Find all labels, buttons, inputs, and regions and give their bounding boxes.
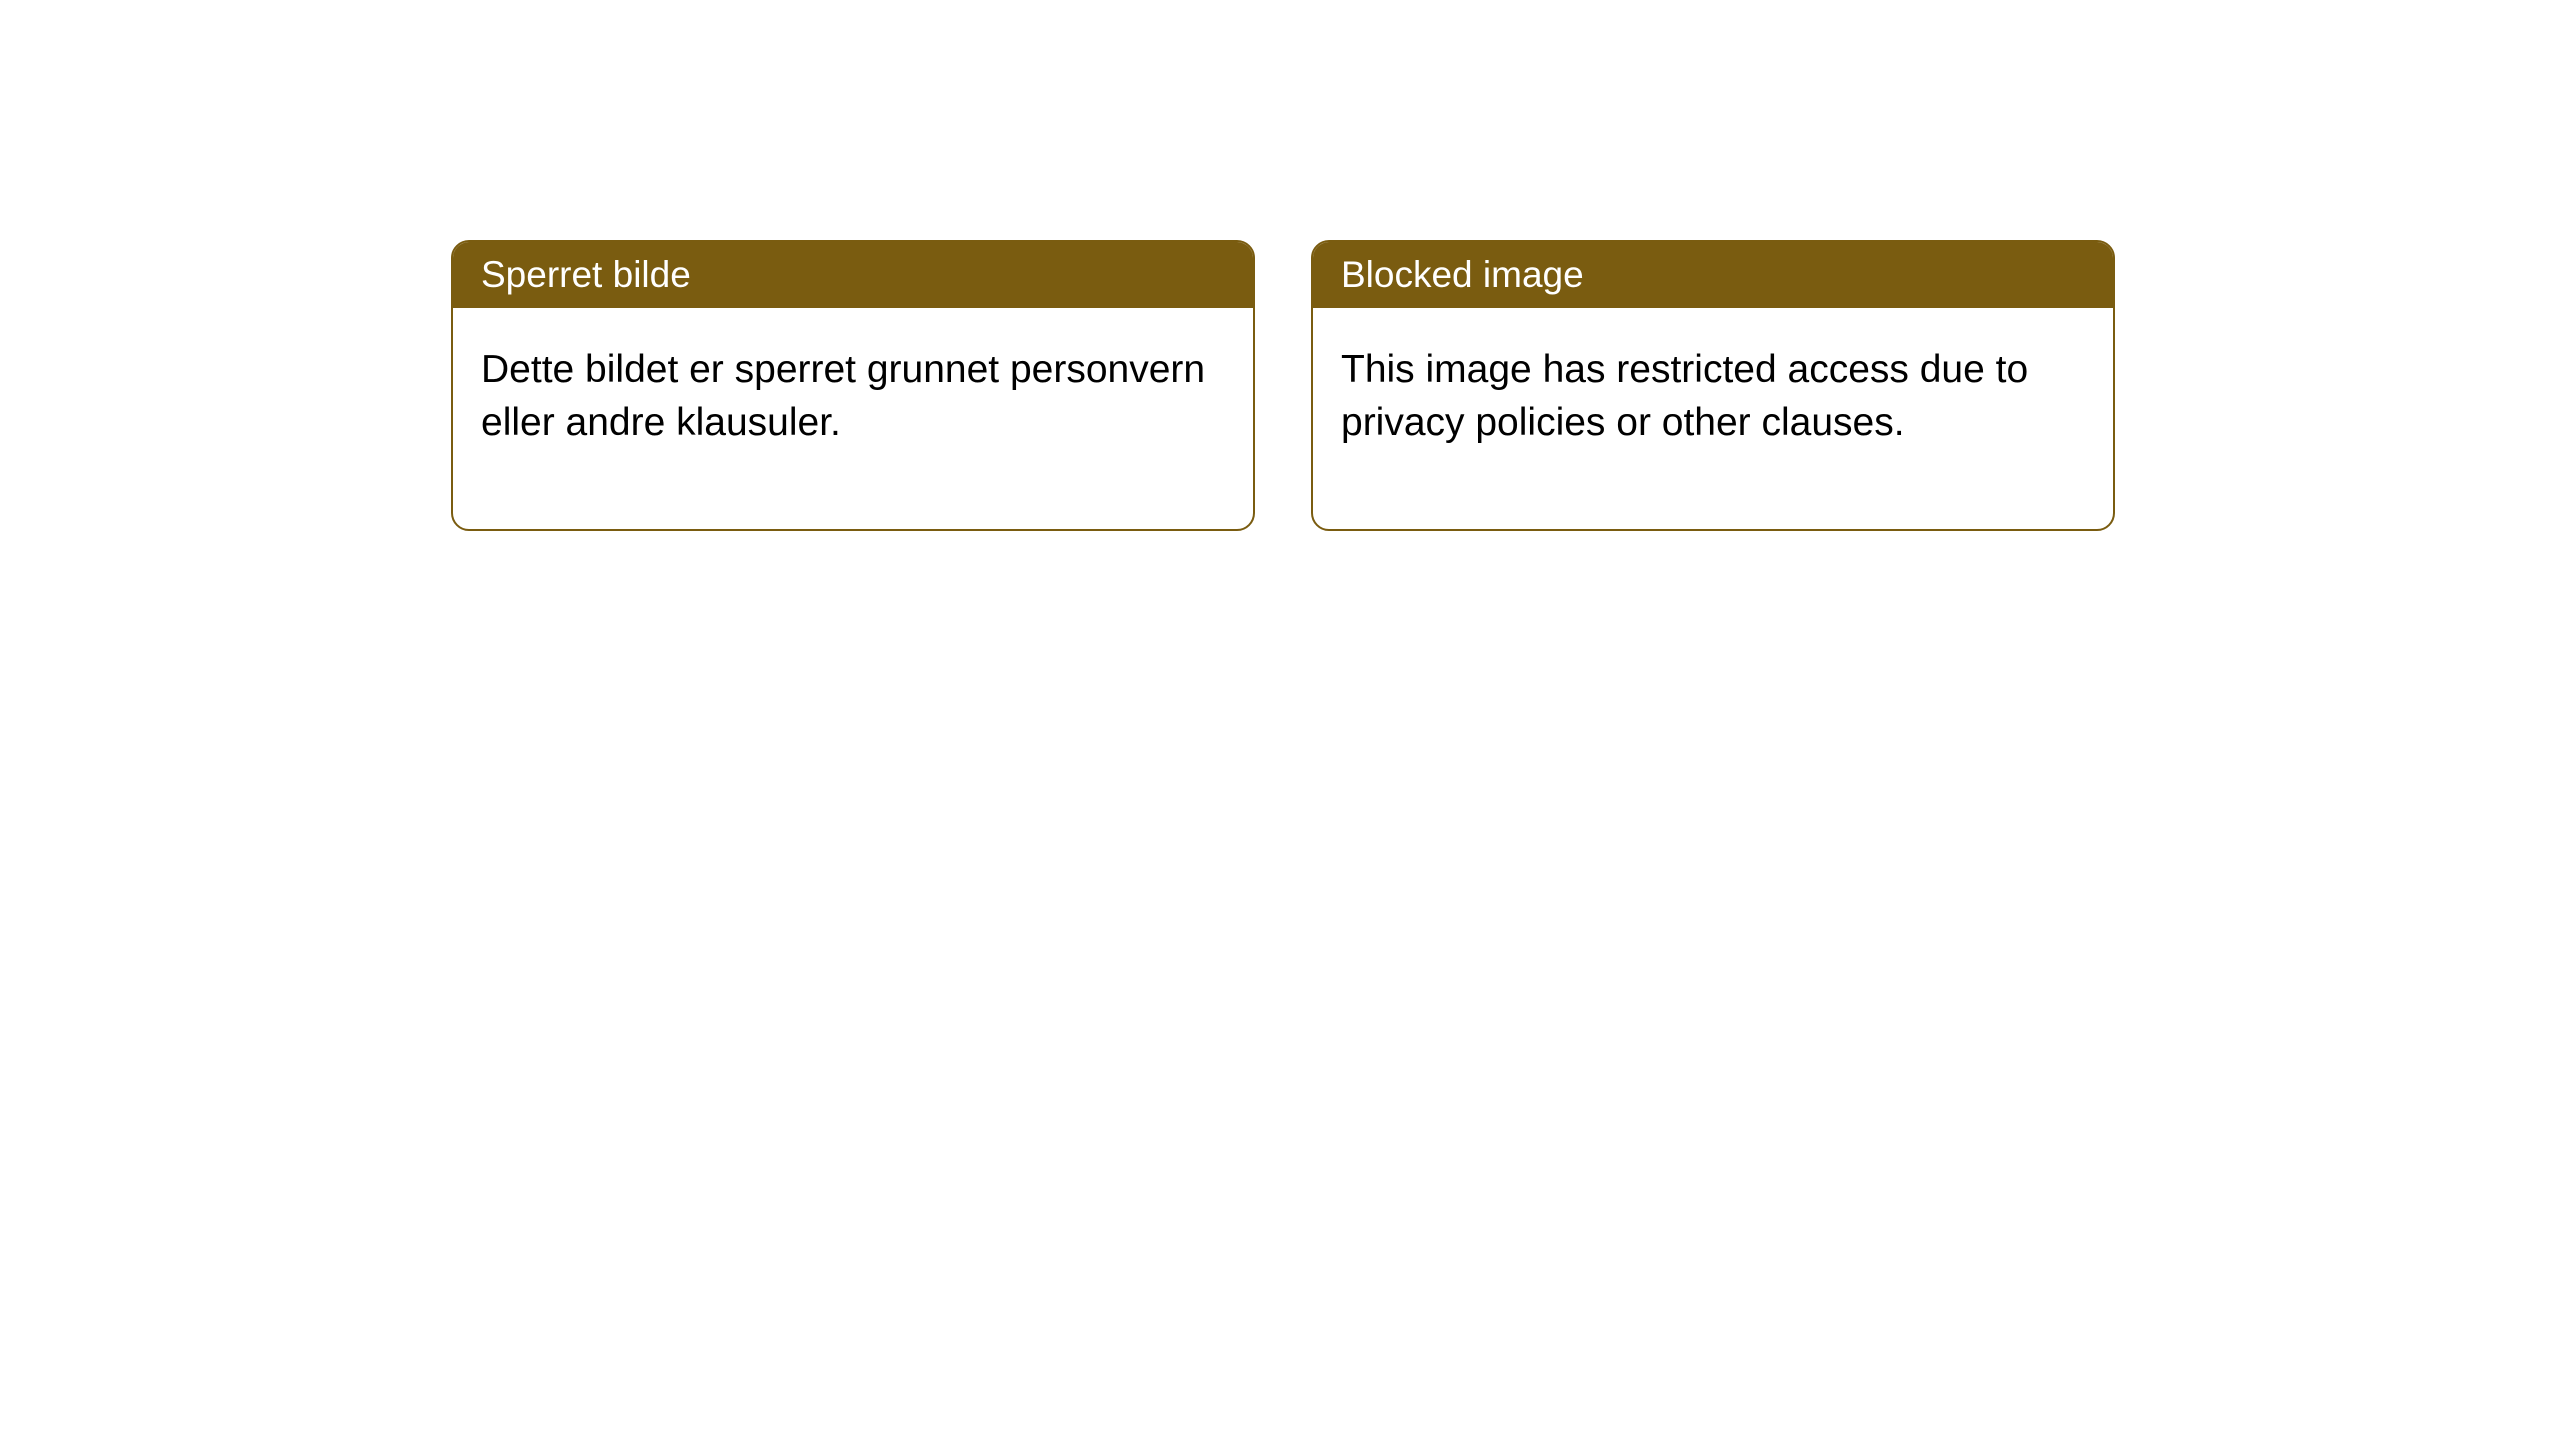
notice-card-norwegian: Sperret bilde Dette bildet er sperret gr… — [451, 240, 1255, 531]
notice-body: This image has restricted access due to … — [1313, 308, 2113, 529]
notice-title: Blocked image — [1313, 242, 2113, 308]
notice-card-english: Blocked image This image has restricted … — [1311, 240, 2115, 531]
notice-container: Sperret bilde Dette bildet er sperret gr… — [451, 240, 2115, 531]
notice-title: Sperret bilde — [453, 242, 1253, 308]
notice-body: Dette bildet er sperret grunnet personve… — [453, 308, 1253, 529]
